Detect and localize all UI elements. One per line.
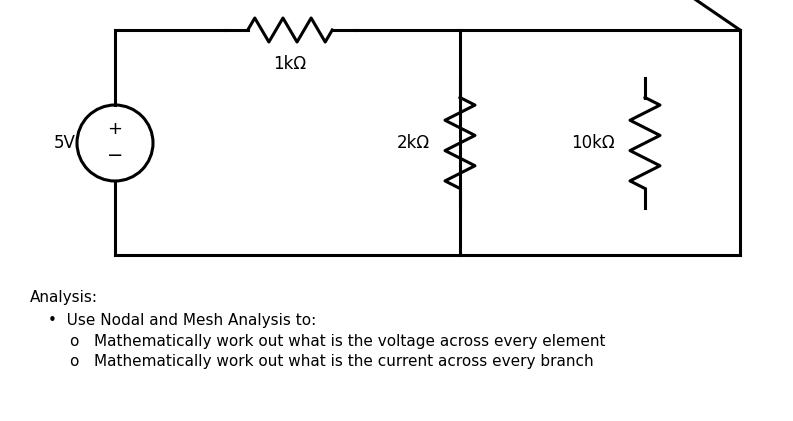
Text: Analysis:: Analysis: — [30, 290, 98, 305]
Text: •  Use Nodal and Mesh Analysis to:: • Use Nodal and Mesh Analysis to: — [48, 313, 316, 328]
Text: +: + — [108, 120, 122, 138]
Text: 1kΩ: 1kΩ — [274, 55, 307, 73]
Text: 10kΩ: 10kΩ — [572, 134, 615, 152]
Text: −: − — [107, 146, 123, 165]
Text: o   Mathematically work out what is the current across every branch: o Mathematically work out what is the cu… — [70, 354, 594, 369]
Text: 2kΩ: 2kΩ — [396, 134, 430, 152]
Text: 5V: 5V — [54, 134, 76, 152]
Text: o   Mathematically work out what is the voltage across every element: o Mathematically work out what is the vo… — [70, 334, 606, 349]
